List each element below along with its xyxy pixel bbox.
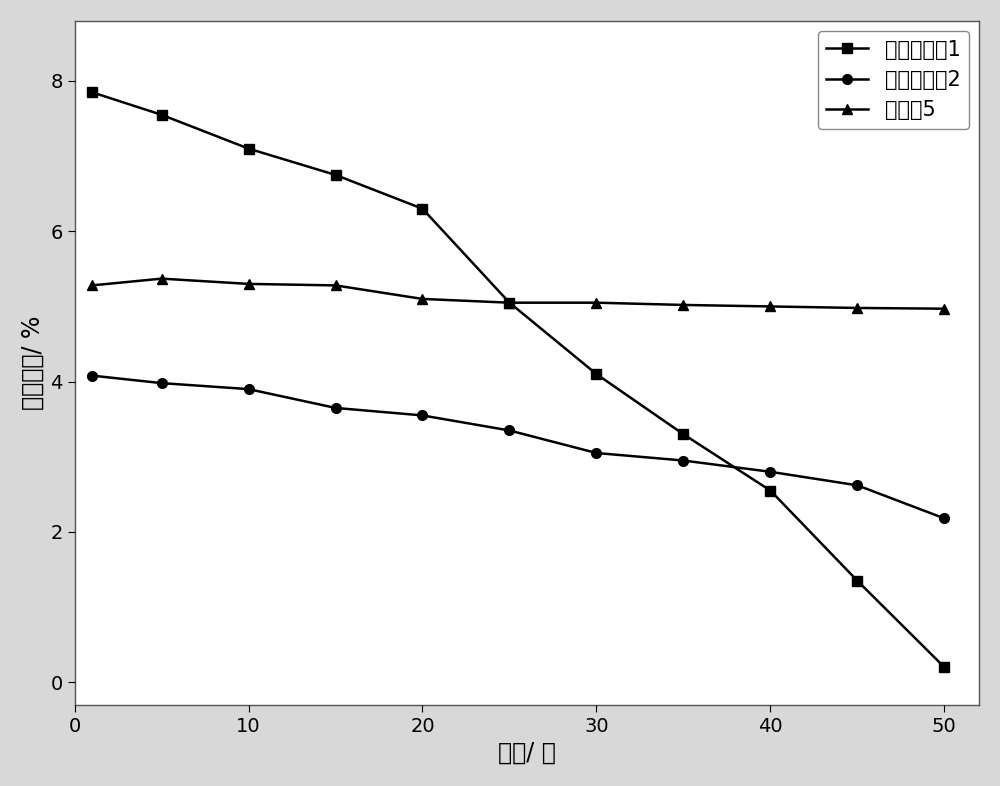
实施例5 xyxy=(86,281,98,290)
比较实施例2 xyxy=(416,411,428,421)
实施例5 xyxy=(590,298,602,307)
比较实施例2 xyxy=(764,467,776,476)
X-axis label: 时间/ 天: 时间/ 天 xyxy=(498,741,556,765)
实施例5 xyxy=(330,281,342,290)
比较实施例1 xyxy=(156,110,168,119)
实施例5 xyxy=(503,298,515,307)
比较实施例1 xyxy=(330,171,342,180)
比较实施例2 xyxy=(503,426,515,435)
比较实施例1 xyxy=(590,369,602,379)
实施例5 xyxy=(156,274,168,284)
实施例5 xyxy=(764,302,776,311)
比较实施例2 xyxy=(590,448,602,457)
Line: 实施例5: 实施例5 xyxy=(87,274,949,314)
比较实施例1 xyxy=(503,298,515,307)
比较实施例2 xyxy=(938,514,950,523)
比较实施例2 xyxy=(243,384,255,394)
比较实施例1 xyxy=(86,87,98,97)
比较实施例1 xyxy=(416,204,428,214)
比较实施例1 xyxy=(938,663,950,672)
实施例5 xyxy=(851,303,863,313)
比较实施例1 xyxy=(677,429,689,439)
Y-axis label: 电池效率/ %: 电池效率/ % xyxy=(21,316,45,410)
比较实施例2 xyxy=(86,371,98,380)
比较实施例2 xyxy=(156,378,168,387)
实施例5 xyxy=(416,294,428,303)
比较实施例2 xyxy=(330,403,342,413)
Line: 比较实施例1: 比较实施例1 xyxy=(87,87,949,672)
实施例5 xyxy=(243,279,255,288)
比较实施例1 xyxy=(851,576,863,586)
比较实施例1 xyxy=(243,144,255,153)
Line: 比较实施例2: 比较实施例2 xyxy=(87,371,949,523)
实施例5 xyxy=(938,304,950,314)
Legend: 比较实施例1, 比较实施例2, 实施例5: 比较实施例1, 比较实施例2, 实施例5 xyxy=(818,31,969,129)
实施例5 xyxy=(677,300,689,310)
比较实施例1 xyxy=(764,486,776,495)
比较实施例2 xyxy=(851,480,863,490)
比较实施例2 xyxy=(677,456,689,465)
